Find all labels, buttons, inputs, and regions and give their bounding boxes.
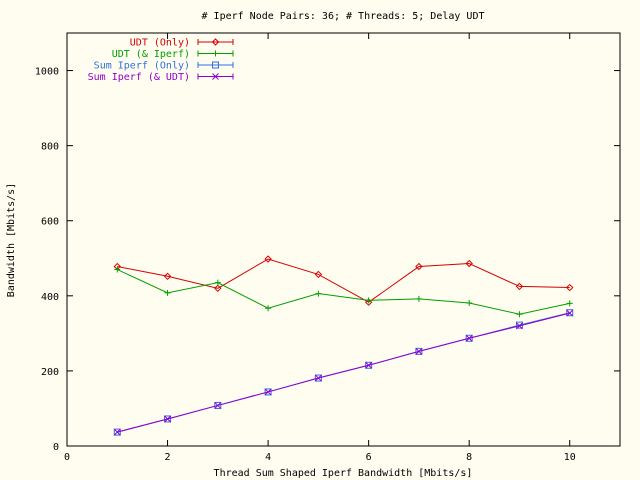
legend-label: Sum Iperf (& UDT) xyxy=(88,72,190,83)
axis-ticks: 0 2 4 6 8 10 0 200 400 600 800 1000 xyxy=(35,33,620,463)
x-tick-label: 8 xyxy=(466,452,472,463)
series-3 xyxy=(113,309,574,436)
plot-frame xyxy=(66,32,621,447)
data-point xyxy=(364,298,373,306)
data-point xyxy=(466,299,473,306)
series-line xyxy=(117,258,570,303)
series-2 xyxy=(113,309,574,436)
x-tick-label: 10 xyxy=(564,452,576,463)
data-point xyxy=(113,428,121,436)
legend-marker xyxy=(211,38,220,46)
data-point xyxy=(566,283,574,292)
data-point xyxy=(164,415,171,423)
data-point xyxy=(516,322,523,330)
legend-label: UDT (Only) xyxy=(130,38,190,49)
data-point xyxy=(214,402,222,409)
x-tick-label: 2 xyxy=(165,452,171,463)
legend-label: Sum Iperf (Only) xyxy=(94,61,190,72)
x-tick-label: 0 xyxy=(64,452,70,463)
data-point xyxy=(214,401,222,409)
data-point xyxy=(265,305,272,312)
data-point xyxy=(465,334,473,342)
data-point xyxy=(164,289,171,296)
data-point xyxy=(415,262,423,271)
data-point xyxy=(315,290,322,297)
y-axis-label: Bandwidth [Mbits/s] xyxy=(6,183,17,297)
data-point xyxy=(365,297,372,304)
data-point xyxy=(566,309,574,317)
legend-marker xyxy=(212,50,219,57)
y-tick-label: 1000 xyxy=(35,67,59,78)
data-point xyxy=(113,428,121,436)
data-point xyxy=(164,415,172,423)
series-layer xyxy=(113,255,574,436)
data-point xyxy=(415,347,423,355)
chart-title: # Iperf Node Pairs: 36; # Threads: 5; De… xyxy=(202,11,485,22)
y-tick-label: 400 xyxy=(41,292,59,303)
series-line xyxy=(117,269,570,315)
y-tick-label: 200 xyxy=(41,367,59,378)
data-point xyxy=(264,388,272,396)
data-point xyxy=(315,374,322,382)
data-point xyxy=(214,279,221,286)
data-point xyxy=(465,334,473,342)
data-point xyxy=(415,348,423,355)
series-0 xyxy=(113,255,574,306)
data-point xyxy=(365,361,373,369)
y-tick-label: 600 xyxy=(41,217,59,228)
data-point xyxy=(314,374,322,382)
x-tick-label: 4 xyxy=(265,452,271,463)
data-point xyxy=(415,295,422,302)
data-point xyxy=(515,282,524,291)
data-point xyxy=(566,300,573,307)
data-point xyxy=(264,388,272,396)
data-point xyxy=(114,266,121,273)
legend: UDT (Only)UDT (& Iperf)Sum Iperf (Only)S… xyxy=(88,38,234,83)
x-axis-label: Thread Sum Shaped Iperf Bandwidth [Mbits… xyxy=(214,468,473,479)
data-point xyxy=(465,259,473,268)
data-point xyxy=(214,284,222,293)
legend-marker xyxy=(212,73,219,80)
data-point xyxy=(314,270,323,279)
series-1 xyxy=(114,266,573,318)
legend-label: UDT (& Iperf) xyxy=(112,49,190,60)
y-tick-label: 800 xyxy=(41,142,59,153)
data-point xyxy=(365,361,372,369)
data-point xyxy=(264,255,272,263)
data-point xyxy=(163,272,172,281)
series-line xyxy=(117,312,570,433)
data-point xyxy=(516,311,523,318)
data-point xyxy=(566,309,574,317)
y-tick-label: 0 xyxy=(53,442,59,453)
legend-marker xyxy=(212,61,219,69)
x-tick-label: 6 xyxy=(366,452,372,463)
